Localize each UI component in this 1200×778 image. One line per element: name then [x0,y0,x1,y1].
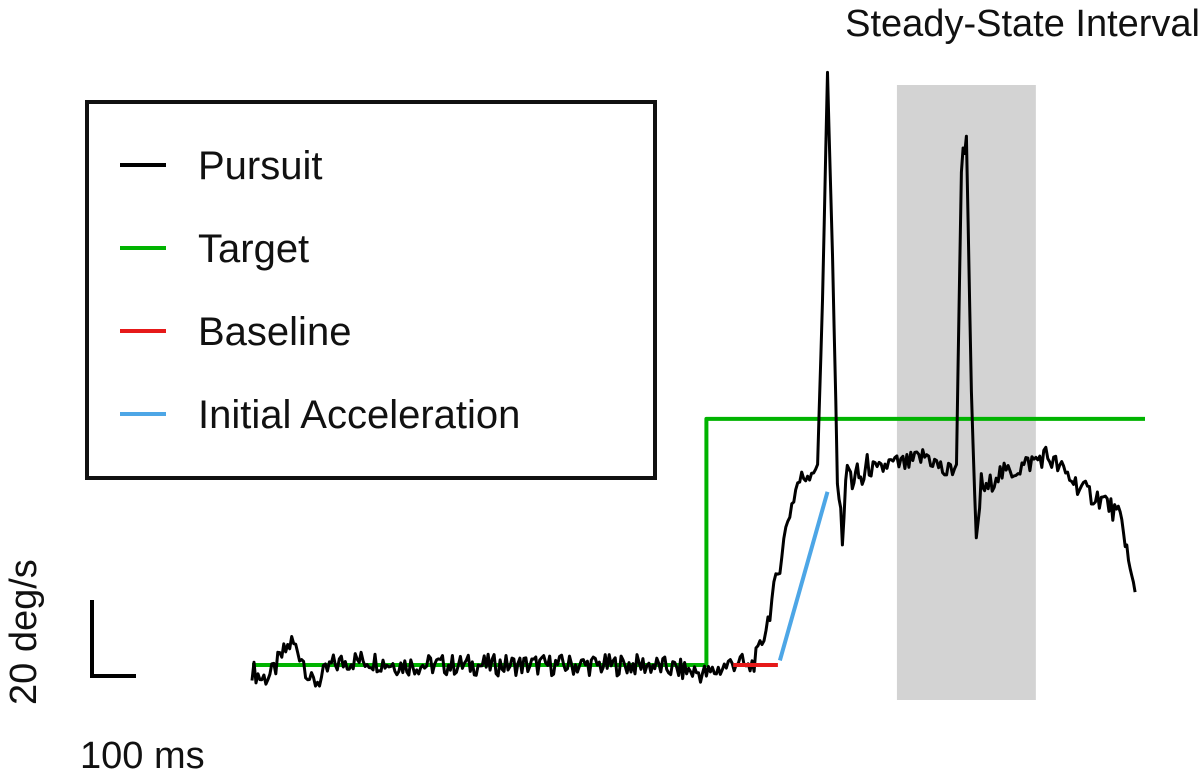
steady-state-label: Steady-State Interval [845,3,1200,45]
legend-label-target: Target [198,227,309,271]
scale-bar: 20 deg/s 100 ms [3,559,205,777]
scale-bar-velocity-label: 20 deg/s [3,559,45,705]
series-line-pursuit [250,70,1137,688]
legend-label-pursuit: Pursuit [198,144,323,188]
legend: Pursuit Target Baseline Initial Acceleratio… [85,100,657,480]
series-line-initial-acceleration [777,491,830,661]
legend-items: Pursuit Target Baseline Initial Acceleratio… [120,144,520,437]
series-layer [250,70,1145,688]
legend-label-initial-acceleration: Initial Acceleration [198,393,520,437]
legend-label-baseline: Baseline [198,310,351,354]
scale-bar-time-label: 100 ms [80,735,205,777]
legend-box [85,100,657,480]
